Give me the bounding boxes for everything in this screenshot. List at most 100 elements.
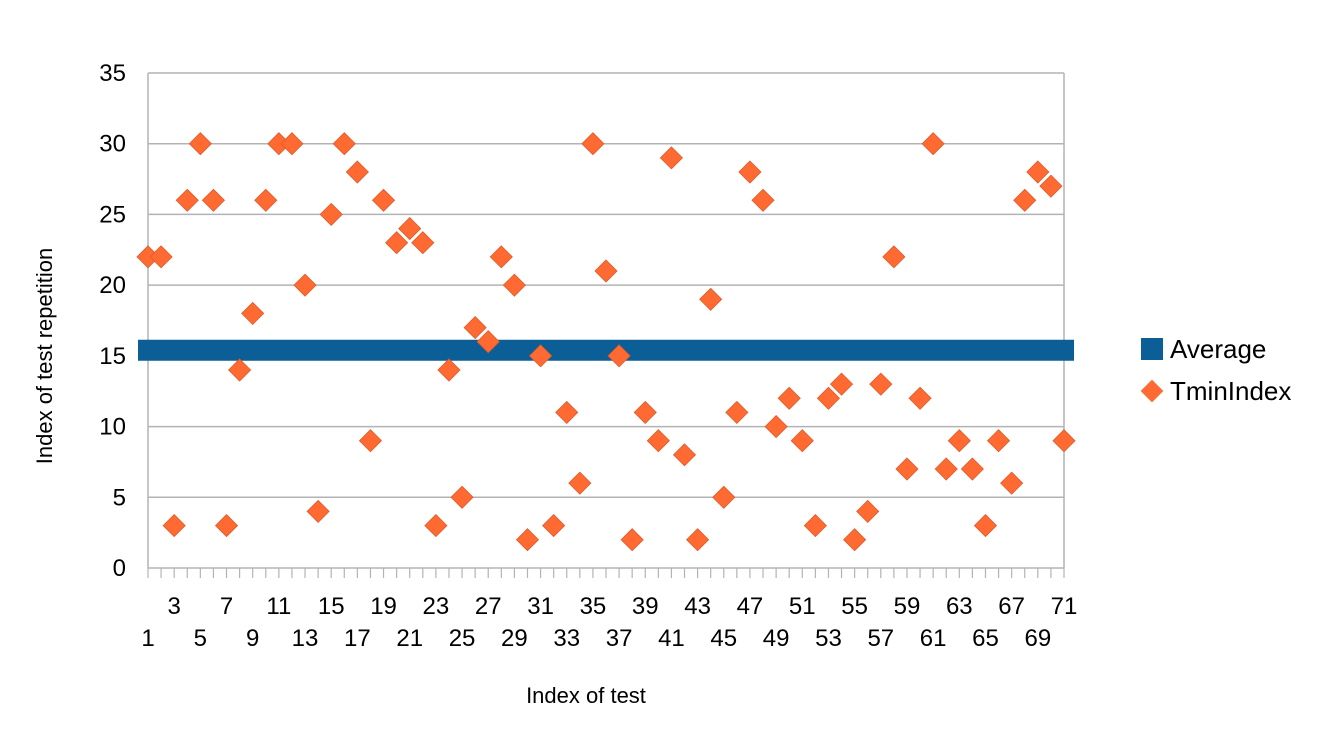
tminindex-point [201,188,225,212]
tminindex-point [620,528,644,552]
x-tick-label: 55 [841,593,868,620]
x-tick-label: 33 [553,625,580,652]
tminindex-point [633,400,657,424]
x-tick-label: 67 [998,593,1025,620]
tminindex-point [555,400,579,424]
tminindex-point [371,188,396,212]
tminindex-point [162,514,186,538]
tminindex-point [450,485,474,509]
tminindex-point [568,471,592,495]
x-tick-label: 53 [815,625,842,652]
tminindex-point [790,429,814,453]
tminindex-point [214,514,239,538]
x-tick-label: 21 [396,625,423,652]
x-tick-label: 47 [737,593,764,620]
tminindex-point [777,386,801,410]
y-tick-label: 30 [99,131,126,158]
tminindex-point [947,429,971,453]
x-tick-label: 69 [1024,625,1051,652]
x-tick-label: 11 [266,593,291,620]
series-tminindex [136,132,1076,552]
tminindex-point [345,160,369,184]
x-tick-label: 3 [167,593,180,620]
tminindex-point [856,499,880,523]
x-tick-label: 35 [580,593,607,620]
tminindex-point [895,457,919,481]
x-tick-label: 41 [658,625,685,652]
tminindex-point [476,330,500,354]
y-tick-label: 20 [99,272,126,299]
tminindex-point [607,344,631,368]
tminindex-point [594,259,618,283]
tminindex-point [1052,429,1076,453]
tminindex-point [738,160,762,184]
x-tick-label: 15 [318,593,345,620]
x-tick-label: 65 [972,625,999,652]
x-tick-label: 31 [527,593,554,620]
tminindex-point [332,132,356,156]
legend-marker-tminindex [1140,379,1164,403]
tminindex-point [149,245,173,269]
x-tick-label: 25 [449,625,476,652]
y-tick-label: 25 [99,201,126,228]
tminindex-point [829,372,854,396]
tminindex-point [921,132,945,156]
x-tick-label: 63 [946,593,973,620]
legend-label-tminindex: TminIndex [1170,376,1291,406]
tminindex-point [188,132,212,156]
tminindex-point [1026,160,1050,184]
x-tick-label: 61 [920,625,947,652]
x-tick-label: 49 [763,625,790,652]
x-tick-label: 23 [423,593,450,620]
tminindex-point [529,344,553,368]
tminindex-point [1013,188,1037,212]
y-axis-tick-labels: 0 5 10 15 20 25 30 35 [99,60,126,582]
x-tick-label: 17 [344,625,371,652]
tminindex-point [424,514,448,538]
x-tick-label: 9 [246,625,259,652]
tminindex-point [882,245,906,269]
y-tick-label: 10 [99,414,126,441]
legend[interactable]: Average TminIndex [1140,334,1292,406]
tminindex-point [502,273,526,297]
x-tick-label: 19 [370,593,397,620]
tminindex-point [398,217,422,241]
y-axis-title: Index of test repetition [32,248,57,464]
tminindex-point [581,132,605,156]
tminindex-point [960,457,984,481]
tminindex-point [319,202,343,226]
x-tick-label: 5 [194,625,207,652]
tminindex-point [699,287,723,311]
tminindex-point [659,146,683,170]
tminindex-point [712,485,736,509]
tminindex-point [1000,471,1024,495]
tminindex-point [515,528,540,552]
x-tick-label: 57 [867,625,894,652]
x-tick-label: 27 [475,593,502,620]
x-tick-label: 1 [141,625,154,652]
y-tick-label: 15 [99,343,126,370]
x-tick-label: 43 [684,593,711,620]
tminindex-point [175,188,199,212]
tminindex-point [869,372,893,396]
legend-label-average: Average [1170,334,1266,364]
x-axis-tick-labels: 1357911131517192123252729313335373941434… [141,593,1077,652]
tminindex-point [437,358,461,382]
tminindex-point [934,457,958,481]
tminindex-point [542,514,566,538]
tminindex-point [293,273,317,297]
x-tick-label: 7 [220,593,233,620]
tminindex-point [725,400,749,424]
tminindex-point [686,528,710,552]
tminindex-point [843,528,867,552]
tminindex-point [751,188,775,212]
x-tick-label: 71 [1051,593,1078,620]
x-tick-label: 29 [501,625,528,652]
tminindex-point [672,443,697,467]
x-tick-label: 37 [606,625,633,652]
tminindex-point [228,358,252,382]
y-tick-label: 5 [113,484,126,511]
x-tick-label: 59 [894,593,921,620]
tminindex-point [973,514,998,538]
legend-swatch-average [1141,338,1163,360]
